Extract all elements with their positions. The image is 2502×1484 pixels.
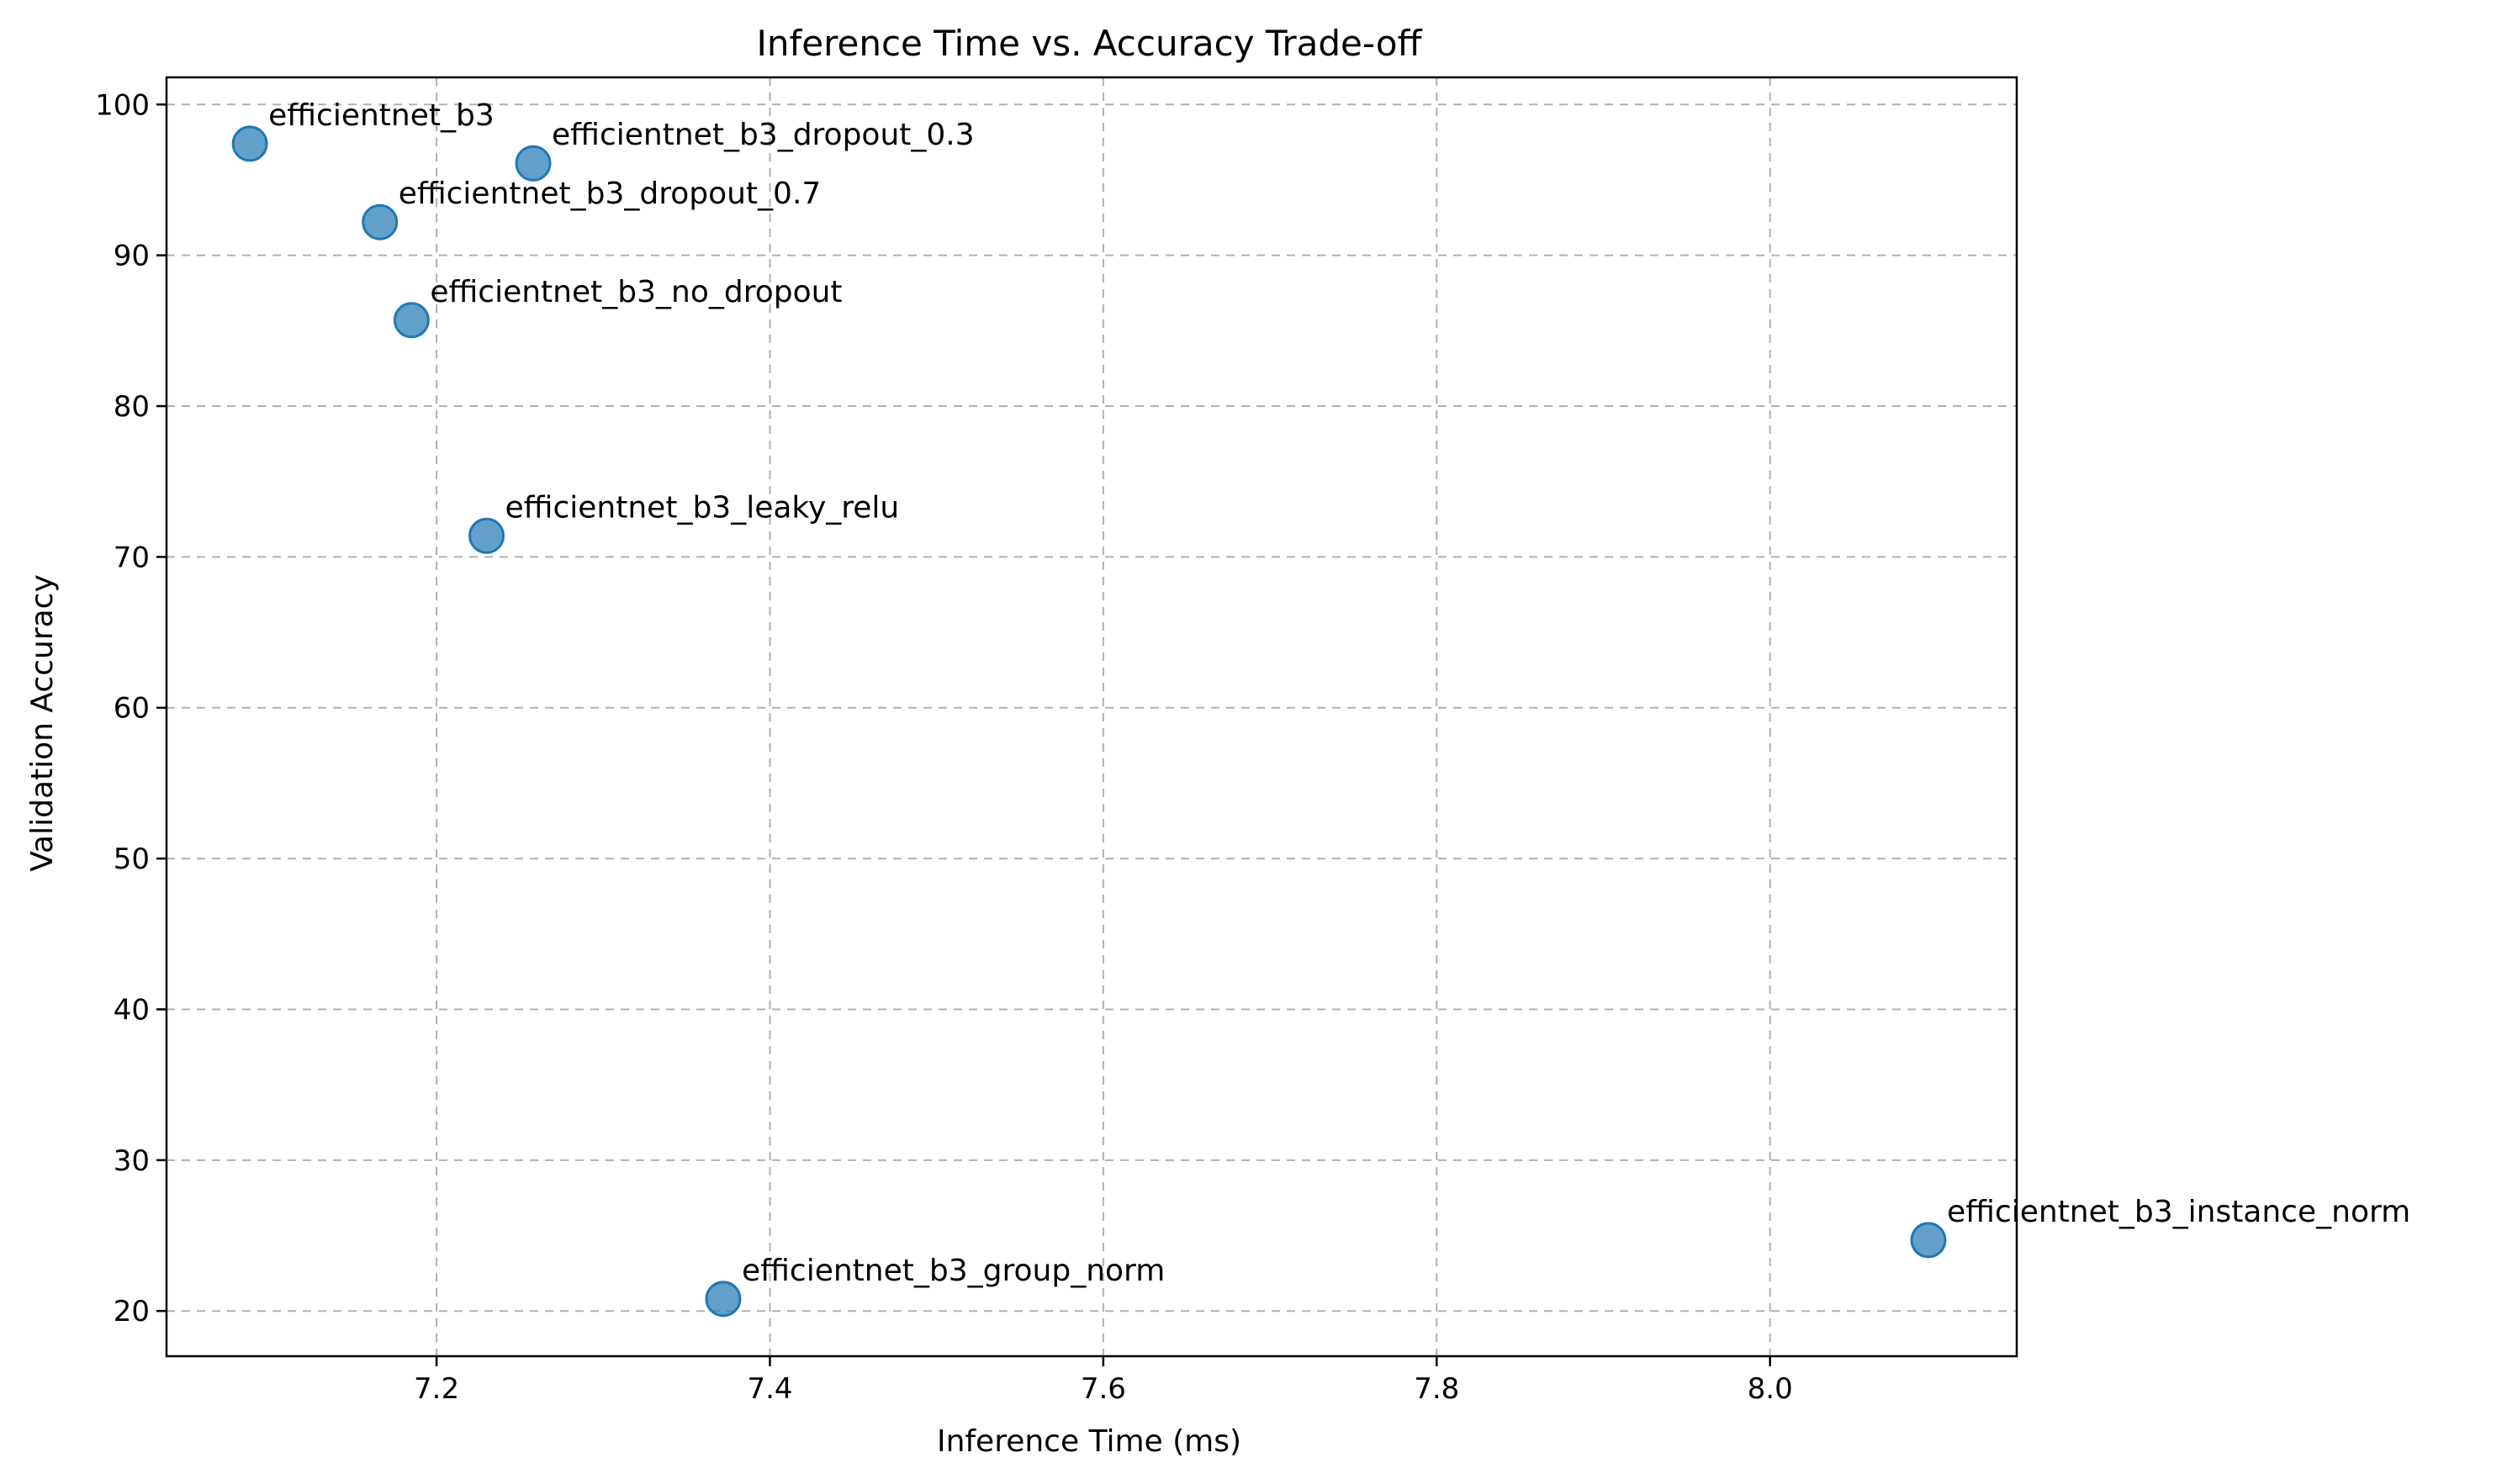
y-axis-ticks: 20 30 40 50 60 70 80 90 100: [95, 88, 167, 1328]
x-axis-ticks: 7.2 7.4 7.6 7.8 8.0: [414, 1356, 1793, 1406]
x-tick-label: 8.0: [1748, 1372, 1793, 1406]
data-point: [468, 517, 505, 554]
x-tick-label: 7.6: [1081, 1372, 1126, 1406]
x-tick-label: 7.4: [747, 1372, 792, 1406]
data-point: [231, 125, 268, 162]
data-point: [515, 145, 552, 182]
data-point-label: efficientnet_b3_leaky_relu: [505, 490, 900, 525]
plot-frame: [165, 76, 2018, 1358]
point-labels: efficientnet_b3 efficientnet_b3_dropout_0…: [268, 98, 2410, 1288]
data-point-label: efficientnet_b3_no_dropout: [430, 275, 842, 309]
x-tick-label: 7.8: [1414, 1372, 1459, 1406]
data-point-label: efficientnet_b3: [268, 98, 495, 133]
data-point-label: efficientnet_b3_group_norm: [742, 1254, 1165, 1288]
y-tick-label: 50: [114, 842, 150, 876]
x-axis-label: Inference Time (ms): [937, 1424, 1241, 1459]
data-points: [231, 125, 1947, 1318]
y-tick-label: 20: [114, 1295, 150, 1328]
data-point: [362, 203, 399, 240]
data-point: [393, 302, 430, 339]
grid-lines: [167, 77, 2017, 1356]
y-tick-label: 60: [114, 692, 150, 726]
y-tick-label: 30: [114, 1144, 150, 1178]
y-tick-label: 80: [114, 390, 150, 424]
y-tick-label: 40: [114, 993, 150, 1027]
y-tick-label: 90: [114, 240, 150, 273]
y-axis-label: Validation Accuracy: [25, 574, 60, 872]
data-point: [705, 1281, 742, 1318]
data-point-label: efficientnet_b3_dropout_0.7: [399, 177, 822, 211]
data-point-label: efficientnet_b3_dropout_0.3: [552, 118, 975, 152]
data-point: [1910, 1222, 1947, 1259]
x-tick-label: 7.2: [414, 1372, 459, 1406]
chart-title: Inference Time vs. Accuracy Trade-off: [757, 23, 1423, 64]
y-tick-label: 100: [95, 88, 150, 122]
data-point-label: efficientnet_b3_instance_norm: [1947, 1195, 2410, 1229]
y-tick-label: 70: [114, 541, 150, 574]
